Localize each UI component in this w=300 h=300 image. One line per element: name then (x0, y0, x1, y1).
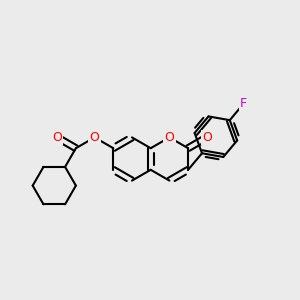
Text: F: F (240, 97, 247, 110)
Text: O: O (202, 131, 212, 144)
Text: O: O (90, 131, 100, 144)
Text: O: O (52, 131, 62, 144)
Text: O: O (164, 131, 174, 144)
